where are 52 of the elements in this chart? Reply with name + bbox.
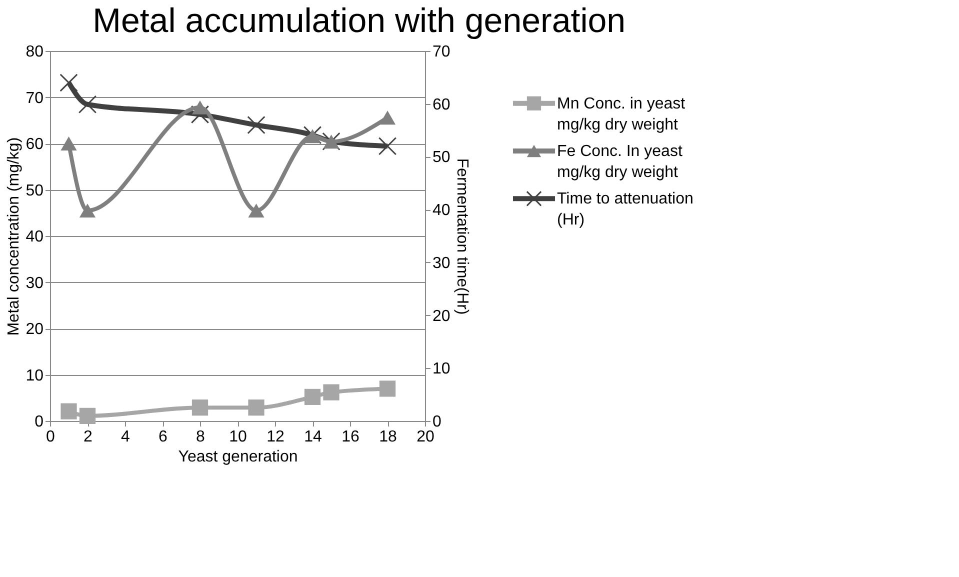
point — [323, 384, 340, 400]
x-axis-title: Yeast generation — [178, 448, 298, 466]
y2-tick-label: 20 — [432, 308, 450, 325]
point — [60, 403, 77, 420]
y-tick-label: 60 — [26, 136, 44, 153]
x-tick-label: 18 — [379, 428, 397, 446]
point — [378, 137, 397, 156]
y2-tick-label: 0 — [432, 414, 442, 430]
x-tick-label: 20 — [416, 428, 434, 446]
legend-label: Fe Conc. In yeast mg/kg dry weight — [557, 143, 683, 181]
point — [247, 116, 266, 134]
point — [304, 388, 321, 406]
x-tick-label: 14 — [304, 428, 322, 446]
x-tick-label: 2 — [84, 428, 93, 446]
point — [60, 136, 77, 150]
y-tick-label: 10 — [26, 367, 44, 384]
y2-tick-label: 10 — [432, 360, 450, 378]
x-tick-label: 10 — [229, 428, 247, 446]
point — [304, 129, 321, 144]
y2-tick-label: 30 — [432, 254, 450, 272]
x-tick-label: 0 — [46, 428, 56, 446]
chart-title: Metal accumulation with generation — [92, 2, 626, 40]
y2-axis-title: Fermentation time(Hr) — [453, 158, 470, 315]
x-tick-label: 12 — [266, 428, 284, 446]
x-tick-label: 6 — [158, 428, 168, 446]
x-tick-label: 8 — [196, 428, 206, 446]
point — [248, 204, 264, 218]
y-tick-label: 50 — [26, 182, 44, 200]
legend-label: Mn Conc. in yeast mg/kg dry weight — [557, 95, 686, 134]
point — [192, 400, 208, 416]
x-tick-label: 4 — [121, 428, 130, 446]
y2-tick-label: 50 — [432, 149, 450, 166]
point — [79, 204, 96, 218]
y-axis-title: Metal concentration (mg/kg) — [6, 137, 23, 336]
y-tick-label: 30 — [26, 274, 44, 292]
y2-tick-label: 40 — [432, 202, 450, 220]
point — [79, 408, 96, 424]
y-tick-label: 70 — [26, 90, 44, 107]
legend-label: Time to attenuation (Hr) — [557, 190, 694, 229]
point — [379, 380, 396, 397]
point — [78, 95, 97, 114]
x-tick-label: 16 — [342, 428, 360, 446]
point — [60, 74, 78, 92]
point — [248, 400, 264, 416]
point — [192, 100, 208, 114]
y-tick-label: 80 — [26, 44, 44, 60]
point — [379, 110, 396, 125]
y2-tick-label: 70 — [432, 44, 450, 60]
y-tick-label: 40 — [26, 228, 44, 246]
y2-tick-label: 60 — [432, 96, 450, 114]
y-tick-label: 20 — [26, 321, 44, 338]
y-tick-label: 0 — [34, 414, 44, 430]
